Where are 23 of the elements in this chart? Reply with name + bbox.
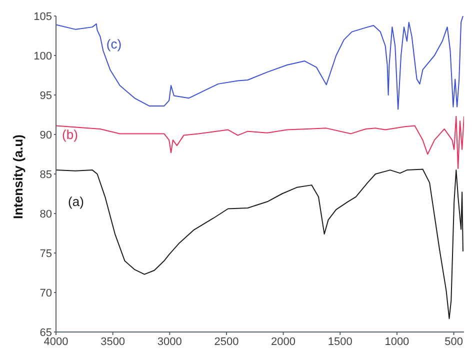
line-series (56, 16, 464, 110)
line-series (56, 116, 464, 169)
y-tick-label: 70 (40, 287, 52, 300)
y-axis-title: Intensity (a.u) (10, 134, 26, 219)
x-tick-label: 2000 (271, 336, 296, 348)
y-tick-label: 100 (34, 50, 52, 62)
x-tick-label: 3000 (157, 336, 182, 348)
series-label: (b) (62, 126, 78, 142)
y-tick-label: 75 (40, 248, 52, 260)
y-tick-label: 95 (40, 90, 52, 102)
x-tick-label: 1000 (384, 336, 410, 348)
y-tick-label: 80 (40, 208, 52, 220)
series-label: (c) (106, 36, 122, 52)
x-tick-label: 4000 (44, 336, 68, 348)
y-tick-label: 85 (40, 168, 52, 181)
y-tick-label: 90 (40, 129, 52, 142)
x-tick-label: 3500 (100, 336, 126, 348)
x-tick-label: 1500 (328, 336, 352, 348)
series-label: (a) (68, 194, 84, 210)
y-tick-label: 105 (34, 10, 52, 23)
line-series (56, 168, 464, 320)
x-tick-label: 500 (444, 336, 463, 348)
x-tick-label: 2500 (214, 336, 239, 348)
